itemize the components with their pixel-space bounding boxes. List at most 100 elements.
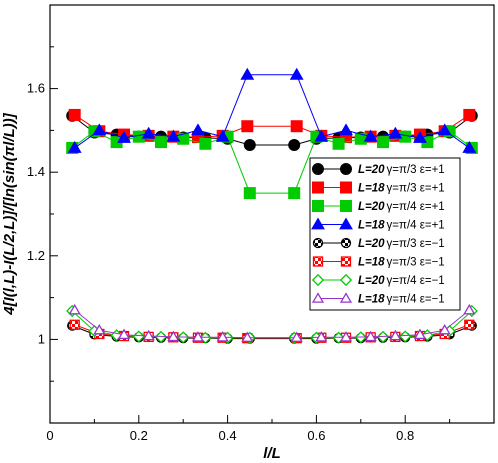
legend-box (309, 157, 461, 311)
data-point (117, 130, 131, 143)
legend-label-size: L=20 (358, 164, 385, 176)
data-point (67, 140, 82, 153)
data-point (463, 303, 476, 315)
legend-marker (339, 292, 353, 303)
x-axis-label: l/L (263, 445, 281, 462)
series-line (71, 115, 473, 146)
legend-label-params: γ=π/3 ε=+1 (387, 164, 445, 176)
data-point (241, 331, 254, 342)
data-point (199, 137, 212, 150)
data-point (155, 136, 167, 149)
data-point (215, 129, 230, 142)
legend-marker (340, 163, 352, 175)
x-tick-label: 0.4 (219, 428, 237, 443)
data-point (191, 331, 205, 342)
data-point (377, 136, 389, 149)
legend-marker (340, 200, 352, 212)
legend-entry: L=20 γ=π/4 ε=−1 (311, 273, 445, 287)
legend-marker (311, 273, 325, 287)
data-point (243, 139, 256, 152)
legend-label-params: γ=π/4 ε=+1 (387, 220, 445, 232)
data-point (364, 330, 377, 342)
series-line (74, 309, 470, 339)
legend-entry: L=20 γ=π/3 ε=−1 (312, 237, 445, 250)
legend-label: L=20 γ=π/3 ε=−1 (358, 238, 445, 250)
data-point (117, 328, 131, 340)
data-point (68, 108, 81, 121)
legend-label-params: γ=π/3 ε=−1 (387, 257, 445, 269)
legend-marker (312, 237, 324, 249)
data-point (241, 120, 254, 133)
data-point (462, 140, 477, 153)
y-tick-label: 1 (38, 331, 45, 346)
x-tick-label: 0.8 (396, 428, 414, 443)
data-point (132, 330, 145, 343)
legend-entry: L=20 γ=π/3 ε=+1 (312, 163, 445, 176)
data-point (399, 330, 412, 343)
data-point (413, 328, 427, 340)
data-point (290, 120, 303, 133)
legend-marker (312, 181, 324, 194)
data-point (69, 319, 80, 330)
y-axis-label: 4[I(l,L)-I(L/2,L)]/[ln(sin(πl/L))] (1, 112, 18, 315)
legend-marker (311, 292, 325, 303)
data-point (142, 329, 155, 341)
data-point (289, 67, 304, 80)
legend-marker (312, 256, 324, 267)
legend-label-params: γ=π/3 ε=−1 (387, 238, 445, 250)
data-point (141, 126, 156, 139)
legend-label-params: γ=π/4 ε=+1 (387, 201, 445, 213)
legend-label-size: L=18 (358, 183, 385, 195)
y-tick-label: 1.2 (27, 248, 45, 263)
legend-label-size: L=18 (358, 257, 385, 269)
y-tick-label: 1.6 (27, 81, 45, 96)
data-point (332, 137, 345, 150)
data-point (363, 129, 378, 142)
legend-label: L=18 γ=π/3 ε=+1 (358, 183, 445, 195)
legend-marker (340, 237, 352, 249)
legend-label: L=18 γ=π/4 ε=−1 (358, 294, 445, 306)
legend-label-params: γ=π/4 ε=−1 (387, 294, 445, 306)
legend-marker (340, 181, 352, 194)
legend-marker (339, 217, 353, 230)
legend-label-size: L=18 (358, 220, 385, 232)
data-point (93, 323, 106, 335)
legend-label: L=20 γ=π/3 ε=+1 (358, 164, 445, 176)
legend-marker (339, 273, 353, 287)
legend: L=20 γ=π/3 ε=+1L=18 γ=π/3 ε=+1L=20 γ=π/4 ε=… (309, 157, 461, 311)
data-point (92, 123, 107, 136)
series-line (71, 310, 473, 339)
data-point (315, 331, 328, 342)
data-point (216, 331, 229, 342)
data-point (438, 323, 451, 335)
legend-label: L=20 γ=π/4 ε=−1 (358, 275, 445, 287)
data-point (339, 123, 353, 136)
legend-entry: L=18 γ=π/3 ε=−1 (312, 256, 445, 269)
legend-label-size: L=20 (358, 275, 385, 287)
legend-entry: L=18 γ=π/4 ε=−1 (311, 292, 445, 306)
data-point (463, 108, 476, 121)
legend-marker (311, 217, 325, 230)
data-point (389, 329, 402, 341)
legend-label-params: γ=π/3 ε=+1 (387, 183, 445, 195)
data-point (167, 330, 180, 342)
data-point (388, 126, 403, 139)
data-point (413, 130, 427, 143)
series-4 (67, 67, 477, 153)
legend-entry: L=20 γ=π/4 ε=+1 (312, 200, 445, 213)
data-point (339, 331, 353, 342)
legend-entry: L=18 γ=π/3 ε=+1 (312, 181, 445, 195)
legend-marker (312, 163, 324, 175)
data-point (464, 319, 475, 330)
legend-marker (340, 256, 352, 267)
x-tick-label: 0 (46, 428, 53, 443)
data-point (68, 303, 81, 315)
data-point (166, 129, 181, 142)
legend-label: L=18 γ=π/4 ε=+1 (358, 220, 445, 232)
data-point (437, 123, 452, 136)
legend-label-size: L=20 (358, 201, 385, 213)
x-tick-label: 0.6 (307, 428, 325, 443)
data-point (399, 130, 412, 143)
legend-label-size: L=20 (358, 238, 385, 250)
data-point (290, 331, 303, 342)
